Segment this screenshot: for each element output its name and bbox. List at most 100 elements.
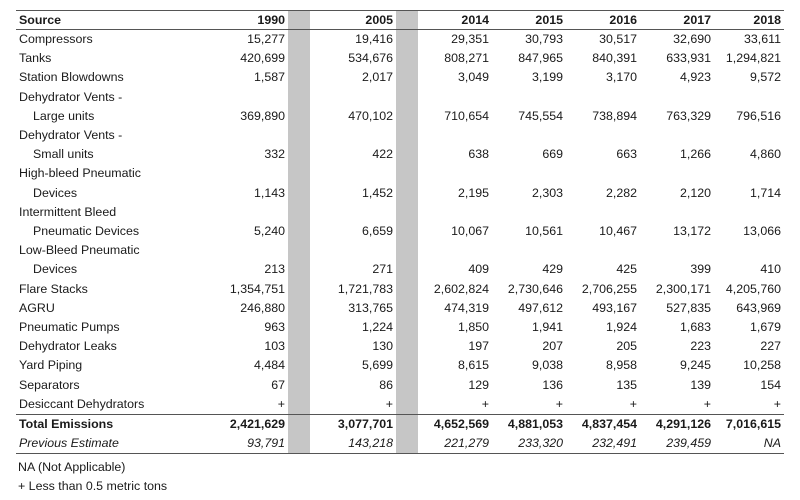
header-year-2005: 2005 [310,10,396,30]
table-row: Pneumatic Pumps 963 1,224 1,850 1,941 1,924 1,… [16,318,784,338]
value-cell: 429 [542,262,563,277]
gap-column [396,318,418,338]
source-label: Dehydrator Vents - [19,89,123,104]
value-cell: 796,516 [736,108,781,123]
value-cell: 1,721,783 [337,281,393,296]
value-cell: 1,452 [361,185,393,200]
empty-cell [566,164,640,183]
empty-cell [714,241,784,260]
gap-column [288,279,310,299]
value-cell: 3,077,701 [310,414,396,435]
value-cell: 130 [372,339,393,354]
source-label: Station Blowdowns [19,70,124,85]
value-cell: + [773,396,781,411]
table-row: Devices 1,143 1,452 2,195 2,303 2,282 2,120 1,7… [16,183,784,203]
empty-cell [213,126,288,145]
value-cell: 3,049 [457,70,489,85]
total-row: Total Emissions 2,421,629 3,077,701 4,652,5… [16,414,784,435]
value-cell: 840,391 [592,51,637,66]
value-cell: + [629,396,637,411]
value-cell: 4,652,569 [418,414,492,435]
empty-cell [310,241,396,260]
value-cell: 8,958 [605,358,637,373]
empty-cell [492,203,566,222]
value-cell: 1,679 [749,320,781,335]
source-label: Desiccant Dehydrators [19,396,145,411]
total-label: Total Emissions [16,414,213,435]
value-cell: 233,320 [492,434,566,455]
table-row: Yard Piping 4,484 5,699 8,615 9,038 8,958 9,24… [16,356,784,376]
value-cell: 663 [616,147,637,162]
value-cell: 1,266 [679,147,711,162]
value-cell: 763,329 [666,108,711,123]
header-year-2018: 2018 [714,10,784,30]
gap-column [288,222,310,242]
source-label: High-bleed Pneumatic [19,166,141,181]
value-cell: 139 [690,377,711,392]
empty-cell [492,126,566,145]
table-row: Desiccant Dehydrators + + + + + + + [16,394,784,415]
value-cell: 129 [468,377,489,392]
empty-cell [213,88,288,107]
previous-label: Previous Estimate [16,434,213,455]
value-cell: 232,491 [566,434,640,455]
gap-column [396,202,418,223]
source-label: Tanks [19,51,52,66]
source-label: Pneumatic Pumps [19,320,120,335]
gap-column [396,394,418,415]
table-row: Tanks 420,699 534,676 808,271 847,965 840,391… [16,49,784,69]
value-cell: 1,683 [679,320,711,335]
value-cell: 847,965 [518,51,563,66]
gap-column [396,10,418,30]
value-cell: 6,659 [361,224,393,239]
value-cell: + [481,396,489,411]
table-row-label: Low-Bleed Pneumatic [16,241,784,261]
source-label-continued: Small units [33,147,94,162]
gap-column [288,68,310,88]
gap-column [288,414,310,435]
value-cell: 9,572 [749,70,781,85]
empty-cell [492,88,566,107]
source-label-continued: Devices [33,262,78,277]
empty-cell [640,203,714,222]
value-cell: 4,484 [253,358,285,373]
gap-column [396,279,418,299]
value-cell: 3,170 [605,70,637,85]
source-label: Dehydrator Leaks [19,339,117,354]
empty-cell [640,164,714,183]
gap-column [288,375,310,395]
gap-column [396,241,418,261]
value-cell: 205 [616,339,637,354]
value-cell: 2,017 [361,70,393,85]
table-row-label: Dehydrator Vents - [16,87,784,107]
gap-column [288,126,310,146]
value-cell: 474,319 [444,300,489,315]
empty-cell [213,203,288,222]
table-row: Pneumatic Devices 5,240 6,659 10,067 10,561 1… [16,222,784,242]
gap-column [288,318,310,338]
value-cell: 271 [372,262,393,277]
value-cell: 223 [690,339,711,354]
value-cell: 643,969 [736,300,781,315]
empty-cell [213,241,288,260]
source-label: Yard Piping [19,358,83,373]
table-row: Small units 332 422 638 669 663 1,266 4,860 [16,145,784,165]
empty-cell [418,164,492,183]
value-cell: 369,890 [240,108,285,123]
empty-cell [640,241,714,260]
previous-estimate-row: Previous Estimate 93,791 143,218 221,279 233… [16,434,784,455]
value-cell: 4,205,760 [725,281,781,296]
value-cell: 13,066 [743,224,781,239]
value-cell: 32,690 [673,32,711,46]
emissions-sheet: Source 1990 2005 2014 2015 2016 2017 201… [16,10,784,496]
source-label: Intermittent Bleed [19,204,117,219]
header-year-1990: 1990 [213,10,288,30]
gap-column [396,106,418,127]
value-cell: 86 [379,377,393,392]
gap-column [396,222,418,242]
value-cell: 143,218 [310,434,396,455]
value-cell: 135 [616,377,637,392]
value-cell: 527,835 [666,300,711,315]
gap-column [288,394,310,415]
value-cell: 1,294,821 [725,51,781,66]
